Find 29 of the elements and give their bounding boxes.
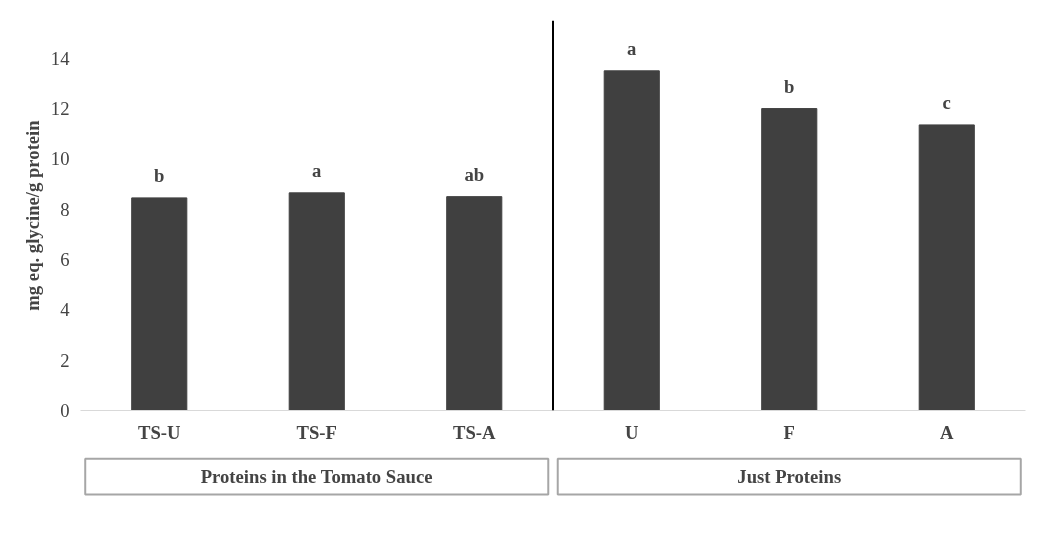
y-tick-label: 14 [50, 47, 71, 69]
annotation: b [154, 164, 165, 186]
bar [761, 108, 818, 411]
x-tick-label: F [783, 421, 795, 443]
bar [918, 124, 975, 411]
annotation: ab [464, 163, 485, 185]
y-tick-label: 10 [50, 148, 70, 170]
annotation: c [942, 91, 951, 113]
annotation: a [627, 37, 638, 59]
bar [446, 196, 503, 411]
y-tick-label: 4 [60, 299, 71, 321]
x-tick-label: U [625, 421, 640, 443]
text: Just Proteins [737, 466, 842, 488]
bar [288, 192, 345, 411]
x-tick-label: TS-A [453, 421, 497, 443]
y-tick-label: 0 [60, 400, 70, 421]
bar [603, 70, 660, 411]
y-tick-label: 2 [60, 349, 70, 371]
x-tick-label: A [940, 421, 955, 443]
annotation: b [784, 75, 795, 97]
y-tick-label: 8 [60, 198, 70, 220]
x-tick-label: TS-U [138, 421, 182, 443]
y-tick-label: 6 [60, 249, 70, 271]
text: Proteins in the Tomato Sauce [200, 466, 433, 488]
annotation: a [312, 159, 323, 181]
bar [131, 197, 188, 411]
x-tick-label: TS-F [296, 421, 337, 443]
y-axis-title: mg eq. glycine/g protein [21, 119, 43, 311]
y-tick-label: 12 [50, 98, 70, 120]
